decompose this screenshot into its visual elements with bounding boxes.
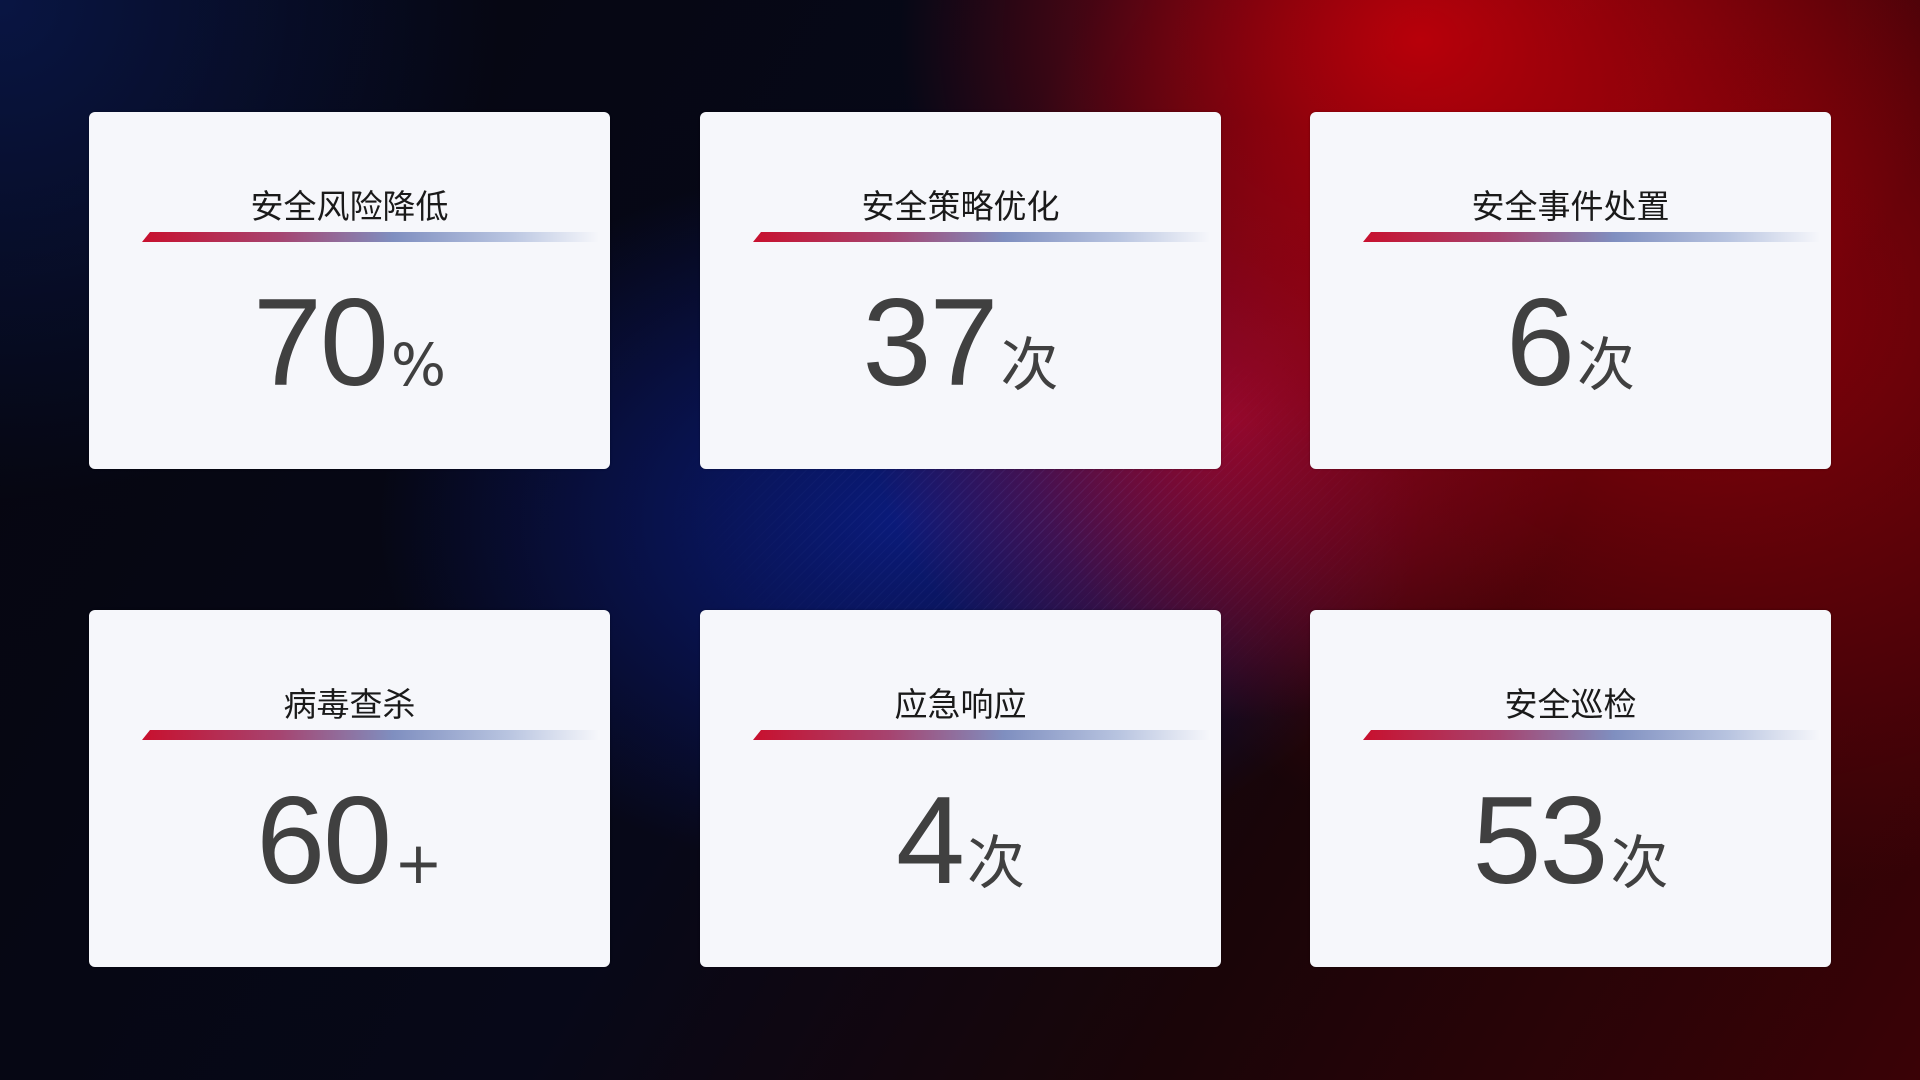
stat-card-emergency-response: 应急响应 4次 (700, 610, 1221, 967)
value-number: 60 (256, 772, 392, 910)
card-title: 安全风险降低 (250, 187, 449, 226)
card-title: 病毒查杀 (283, 685, 416, 724)
card-value: 53次 (1310, 770, 1831, 912)
value-number: 70 (252, 274, 389, 412)
value-unit: % (390, 331, 447, 399)
stat-card-policy-optimization: 安全策略优化 37次 (700, 112, 1221, 469)
stat-card-virus-removal: 病毒查杀 60+ (89, 610, 610, 967)
gradient-divider (753, 730, 1210, 740)
card-value: 4次 (700, 770, 1221, 912)
value-unit: + (394, 829, 443, 897)
value-unit: 次 (966, 829, 1025, 897)
card-value: 60+ (89, 770, 610, 912)
gradient-divider (753, 232, 1210, 242)
card-value: 37次 (700, 272, 1221, 414)
value-unit: 次 (1610, 829, 1669, 897)
card-value: 6次 (1310, 272, 1831, 414)
gradient-divider (1363, 232, 1820, 242)
value-number: 6 (1506, 274, 1575, 412)
card-value: 70% (89, 272, 610, 414)
card-title: 安全巡检 (1504, 685, 1637, 724)
value-number: 37 (862, 274, 999, 412)
value-number: 53 (1472, 772, 1609, 910)
stat-card-incident-handling: 安全事件处置 6次 (1310, 112, 1831, 469)
card-title: 应急响应 (894, 685, 1027, 724)
value-unit: 次 (1576, 331, 1635, 399)
value-number: 4 (896, 772, 965, 910)
stat-card-security-inspection: 安全巡检 53次 (1310, 610, 1831, 967)
gradient-divider (142, 232, 599, 242)
card-title: 安全策略优化 (861, 187, 1060, 226)
card-title: 安全事件处置 (1471, 187, 1670, 226)
value-unit: 次 (1000, 331, 1059, 399)
gradient-divider (142, 730, 599, 740)
stat-card-risk-reduction: 安全风险降低 70% (89, 112, 610, 469)
gradient-divider (1363, 730, 1820, 740)
